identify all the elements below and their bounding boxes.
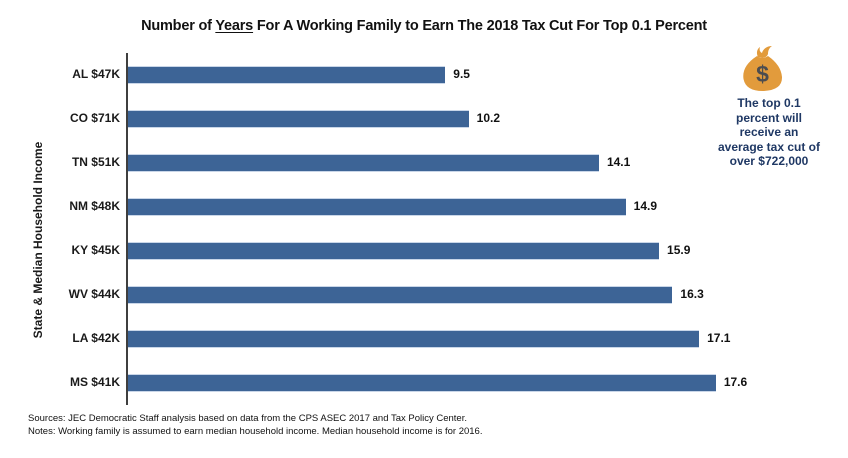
- annotation-text: The top 0.1 percent will receive an aver…: [717, 96, 821, 168]
- bar: [128, 241, 660, 260]
- bar-value-label: 16.3: [680, 286, 704, 301]
- category-label: LA $42K: [72, 330, 120, 345]
- bar: [128, 329, 700, 348]
- money-bag-tie: [756, 46, 772, 58]
- notes-line: Notes: Working family is assumed to earn…: [28, 426, 483, 437]
- bar-value-label: 14.9: [633, 198, 658, 213]
- money-bag-icon: $: [743, 46, 783, 92]
- footnotes: Sources: JEC Democratic Staff analysis b…: [28, 412, 482, 438]
- category-label: NM $48K: [69, 198, 120, 213]
- category-label: CO $71K: [69, 110, 120, 125]
- bar: [128, 197, 626, 216]
- money-bag-body: [743, 56, 783, 92]
- bar-value-label: 17.1: [707, 330, 731, 345]
- bar-value-label: 9.5: [453, 66, 470, 81]
- bar: [128, 285, 673, 304]
- category-label: MS $41K: [69, 374, 120, 389]
- bar: [128, 109, 469, 128]
- category-label: TN $51K: [71, 154, 120, 169]
- bar-value-label: 15.9: [667, 242, 691, 257]
- chart-title-underlined-word: Years: [215, 18, 254, 34]
- category-label: KY $45K: [71, 242, 120, 257]
- bar: [128, 153, 599, 172]
- category-label: WV $44K: [68, 286, 120, 301]
- category-label: AL $47K: [72, 66, 120, 81]
- chart-title-prefix: Number of: [141, 18, 216, 34]
- bar: [128, 373, 716, 392]
- chart-title: Number of Years For A Working Family to …: [0, 18, 848, 34]
- y-axis-line: [126, 53, 128, 405]
- sources-line: Sources: JEC Democratic Staff analysis b…: [28, 413, 467, 424]
- bar-value-label: 10.2: [476, 110, 501, 125]
- y-axis-title: State & Median Household Income: [31, 141, 45, 339]
- bar-value-label: 14.1: [606, 154, 631, 169]
- bar: [128, 65, 446, 84]
- money-bag-dollar: $: [756, 61, 769, 87]
- bar-value-label: 17.6: [723, 374, 748, 389]
- chart-title-suffix: For A Working Family to Earn The 2018 Ta…: [253, 18, 707, 34]
